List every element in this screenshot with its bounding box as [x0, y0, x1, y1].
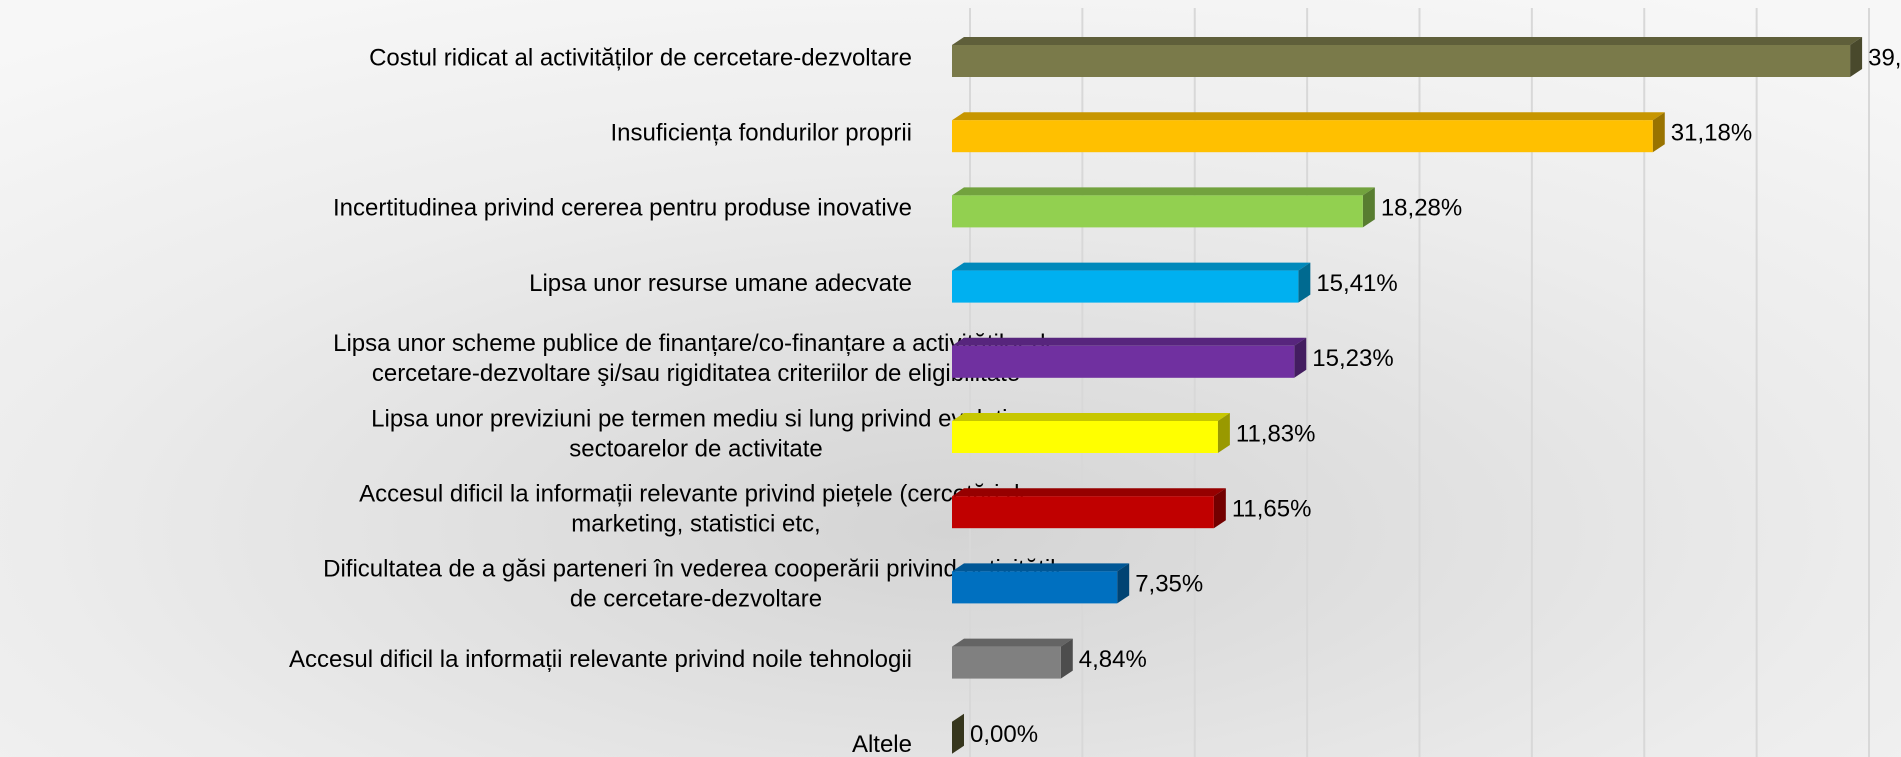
bar-side [1117, 563, 1130, 604]
bar-side [1217, 413, 1230, 453]
category-label: Accesul dificil la informații relevante … [359, 481, 1033, 508]
bar-top [952, 112, 1665, 121]
bar-top [952, 187, 1375, 196]
bar-top [952, 488, 1226, 497]
category-label: Lipsa unor previziuni pe termen mediu si… [371, 405, 1021, 432]
bar-side [1652, 112, 1665, 153]
value-label: 7,35% [1135, 571, 1203, 598]
bar-side [1294, 337, 1307, 378]
bar [952, 638, 1073, 679]
bar-side [1060, 638, 1073, 679]
bar-side [1850, 37, 1863, 77]
bar [952, 488, 1226, 529]
category-label: Insuficiența fondurilor proprii [611, 120, 913, 147]
bar-side [1298, 262, 1311, 303]
bar [952, 187, 1375, 228]
category-label: marketing, statistici etc, [571, 511, 820, 538]
bar-front [952, 120, 1653, 153]
bar-side [952, 713, 964, 754]
bar-front [952, 345, 1295, 378]
category-label: Dificultatea de a găsi parteneri în vede… [323, 556, 1069, 583]
category-label: cercetare-dezvoltare şi/sau rigiditatea … [372, 360, 1020, 387]
bar [952, 563, 1130, 604]
value-label: 18,28% [1381, 195, 1462, 222]
value-label: 31,18% [1671, 120, 1752, 147]
bar-front [952, 270, 1299, 303]
bar-top [952, 262, 1311, 271]
bar-front [952, 195, 1363, 228]
bar-top [952, 563, 1130, 572]
bar-top [952, 337, 1307, 346]
bar [952, 112, 1665, 153]
value-label: 15,41% [1316, 270, 1397, 297]
bar-top [952, 638, 1073, 647]
bar-top [952, 413, 1230, 421]
category-label: Accesul dificil la informații relevante … [289, 646, 912, 673]
category-label: Altele [852, 731, 912, 757]
value-label: 0,00% [970, 721, 1038, 748]
bar-front [952, 421, 1218, 453]
bar [952, 413, 1230, 453]
bar-front [952, 571, 1118, 604]
value-label: 4,84% [1079, 646, 1147, 673]
value-label: 11,83% [1236, 420, 1316, 447]
bar [952, 713, 964, 754]
category-label: Costul ridicat al activităților de cerce… [369, 44, 912, 71]
bar-front [952, 45, 1851, 77]
bar-front [952, 496, 1214, 529]
category-label: de cercetare-dezvoltare [570, 586, 822, 613]
category-label: Lipsa unor resurse umane adecvate [529, 270, 912, 297]
bar-top [952, 37, 1863, 45]
bar-side [1362, 187, 1375, 228]
category-label: Incertitudinea privind cererea pentru pr… [333, 195, 912, 222]
bar [952, 337, 1307, 378]
bar-side [1213, 488, 1226, 529]
category-label: Lipsa unor scheme publice de finanțare/c… [333, 330, 1059, 357]
value-label: 39,96% [1868, 44, 1901, 71]
value-label: 11,65% [1232, 496, 1312, 523]
bar [952, 37, 1863, 77]
bar [952, 262, 1311, 303]
bar-front [952, 646, 1061, 679]
value-label: 15,23% [1312, 345, 1393, 372]
category-label: sectoarelor de activitate [569, 435, 822, 462]
